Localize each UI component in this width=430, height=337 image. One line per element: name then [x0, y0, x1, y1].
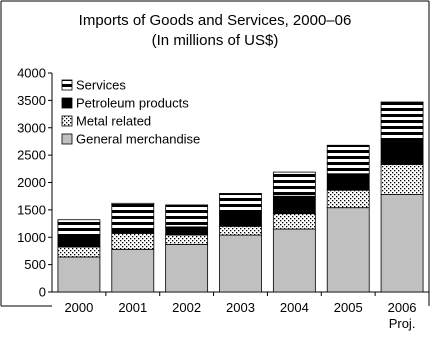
- bar-segment-services: [111, 202, 155, 229]
- bar-segment-petroleum-products: [219, 212, 262, 227]
- legend-label: Services: [76, 78, 126, 93]
- bar-segment-services: [57, 219, 101, 237]
- bar-segment-petroleum-products: [380, 141, 424, 165]
- y-tick-label: 1500: [17, 202, 46, 217]
- bars: [57, 101, 424, 293]
- bar-segment-metal-related: [57, 246, 101, 258]
- y-tick-label: 2000: [17, 175, 46, 190]
- bar-segment-services: [219, 193, 262, 214]
- bar-segment-petroleum-products: [165, 226, 209, 236]
- legend-swatch: [61, 133, 73, 145]
- bar-segment-metal-related: [219, 225, 262, 236]
- legend-swatch: [61, 79, 73, 91]
- x-tick-label: 2002: [172, 300, 201, 315]
- y-tick-label: 1000: [17, 230, 46, 245]
- bar-segment-services: [165, 204, 209, 228]
- x-tick-label: 2000: [64, 300, 93, 315]
- chart-title: Imports of Goods and Services, 2000–06: [79, 12, 352, 29]
- bar-segment-petroleum-products: [272, 195, 316, 215]
- bar-segment-services: [380, 101, 424, 142]
- legend-swatch: [61, 97, 73, 109]
- y-tick-label: 500: [24, 257, 46, 272]
- bar-segment-metal-related: [326, 189, 370, 209]
- bar-segment-general-merchandise: [326, 207, 370, 293]
- bar-segment-petroleum-products: [111, 228, 155, 234]
- chart-subtitle: (In millions of US$): [152, 32, 279, 49]
- bar-segment-general-merchandise: [57, 256, 101, 293]
- y-tick-label: 4000: [17, 66, 46, 81]
- bar-segment-metal-related: [165, 234, 209, 245]
- bar-segment-services: [272, 171, 316, 197]
- bar-segment-petroleum-products: [326, 173, 370, 191]
- bar-segment-general-merchandise: [219, 234, 262, 293]
- x-tick-label: 2006: [388, 300, 417, 315]
- y-tick-label: 3500: [17, 93, 46, 108]
- legend-label: Petroleum products: [76, 96, 189, 111]
- x-tick-sublabel: Proj.: [389, 316, 416, 331]
- bar-segment-petroleum-products: [57, 235, 101, 248]
- y-tick-label: 2500: [17, 148, 46, 163]
- bar-segment-metal-related: [111, 233, 155, 250]
- bar-segment-general-merchandise: [111, 248, 155, 293]
- legend-label: Metal related: [76, 114, 151, 129]
- bar-segment-services: [326, 144, 370, 175]
- y-tick-label: 0: [39, 285, 46, 300]
- x-tick-label: 2004: [280, 300, 309, 315]
- x-tick-label: 2005: [334, 300, 363, 315]
- x-tick-label: 2001: [118, 300, 147, 315]
- bar-segment-metal-related: [272, 213, 316, 230]
- x-tick-label: 2003: [226, 300, 255, 315]
- bar-segment-general-merchandise: [380, 194, 424, 293]
- bar-segment-general-merchandise: [165, 243, 209, 293]
- legend: Services Petroleum products Metal related G…: [61, 78, 200, 147]
- legend-swatch: [61, 115, 73, 127]
- bar-segment-general-merchandise: [272, 228, 316, 293]
- bar-segment-metal-related: [380, 164, 424, 195]
- y-tick-label: 3000: [17, 120, 46, 135]
- legend-label: General merchandise: [76, 132, 200, 147]
